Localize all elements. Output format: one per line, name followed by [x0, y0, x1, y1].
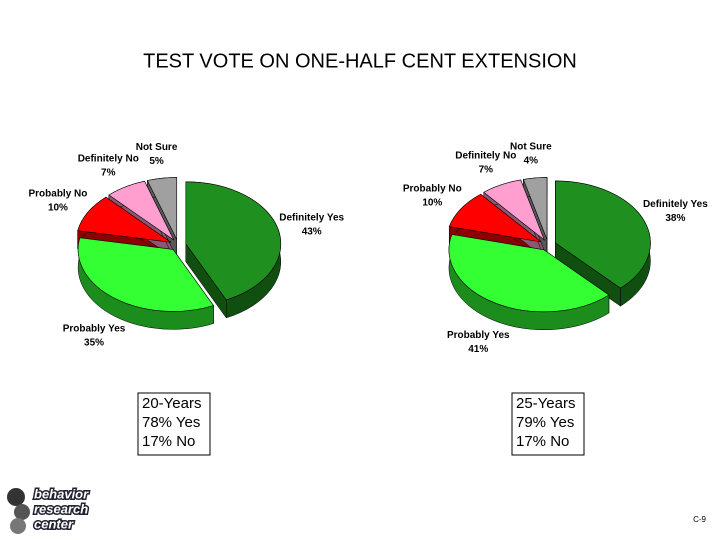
logo-head [10, 518, 26, 534]
pie-slice [77, 237, 215, 312]
value-label: 41% [468, 344, 488, 355]
pie-slice [108, 180, 175, 241]
logo-text: research [34, 501, 88, 516]
slice-label: Definitely No [455, 151, 516, 162]
page-number: C-9 [693, 515, 706, 524]
pie-slice [448, 193, 542, 243]
value-label: 35% [84, 337, 104, 348]
slice-label: Definitely No [78, 153, 139, 164]
logo-text: behavior [34, 486, 89, 501]
logo-text: center [34, 516, 74, 531]
slice-label: Probably No [403, 183, 462, 194]
pie-slice [146, 177, 178, 240]
note-line: 17% No [142, 433, 195, 450]
value-label: 4% [524, 155, 539, 166]
pie-chart: Definitely Yes 38% Probably Yes 41% Probably… [403, 141, 708, 456]
slide-title: TEST VOTE ON ONE-HALF CENT EXTENSION [143, 50, 577, 72]
pie-slice [555, 180, 651, 289]
logo-head [14, 504, 30, 520]
slice-label: Probably No [28, 188, 87, 199]
note-line: 78% Yes [142, 414, 200, 431]
pie-tops [448, 177, 651, 313]
value-label: 10% [48, 202, 68, 213]
pie-chart: Definitely Yes 43% Probably Yes 35% Probably… [28, 142, 345, 456]
note-box [137, 392, 211, 456]
pie-slice [522, 177, 548, 240]
note-line: 20-Years [142, 395, 202, 412]
value-label: 38% [665, 213, 685, 224]
pie-slice [448, 234, 610, 313]
value-label: 43% [302, 227, 322, 238]
note-line: 25-Years [516, 395, 576, 412]
note-line: 79% Yes [516, 414, 574, 431]
logo: behavior research center [7, 485, 91, 534]
value-label: 7% [479, 165, 494, 176]
slice-label: Definitely Yes [279, 213, 344, 224]
value-label: 5% [149, 156, 164, 167]
value-label: 10% [422, 197, 442, 208]
pie-slice [483, 179, 546, 241]
note-box [511, 392, 585, 456]
slice-label: Not Sure [510, 141, 552, 152]
logo-head [7, 488, 25, 506]
pie-slice [77, 196, 172, 243]
slice-label: Probably Yes [447, 330, 510, 341]
slice-label: Not Sure [136, 142, 178, 153]
pie-tops [77, 177, 282, 312]
pie-slice [185, 181, 282, 301]
slice-label: Probably Yes [63, 323, 126, 334]
note-line: 17% No [516, 433, 569, 450]
slice-label: Definitely Yes [643, 199, 708, 210]
value-label: 7% [101, 167, 116, 178]
